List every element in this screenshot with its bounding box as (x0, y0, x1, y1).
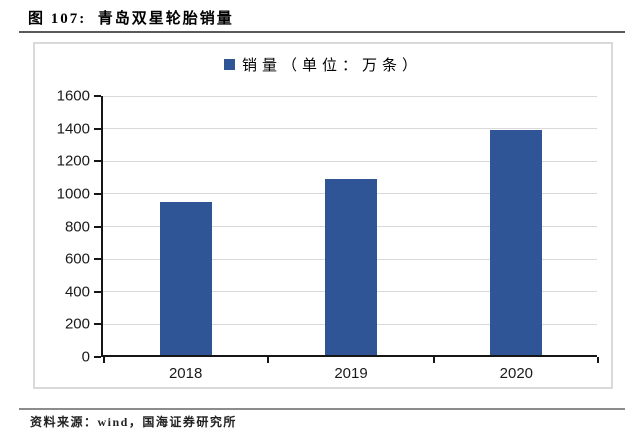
y-axis-tick-400 (94, 290, 101, 293)
y-axis-label-1600: 1600 (56, 87, 90, 105)
y-axis-label-200: 200 (64, 315, 90, 333)
gridline-1400 (103, 128, 597, 130)
y-axis-tick-200 (94, 323, 101, 326)
x-axis-tick-2 (432, 357, 435, 363)
y-axis-label-1400: 1400 (56, 120, 90, 138)
x-axis-tick-3 (597, 357, 599, 363)
y-axis-tick-1600 (94, 95, 101, 97)
y-axis-tick-600 (94, 258, 101, 261)
y-axis-label-1000: 1000 (56, 185, 90, 203)
y-axis-label-600: 600 (64, 250, 90, 268)
y-axis-tick-1400 (94, 127, 101, 130)
x-axis-label-2018: 2018 (168, 365, 203, 382)
y-axis-label-800: 800 (64, 218, 90, 235)
bar-2020 (490, 129, 543, 355)
y-axis-tick-1200 (94, 160, 101, 163)
title-divider (19, 31, 625, 33)
x-axis-tick-1 (267, 357, 270, 363)
legend-square-icon (223, 59, 235, 70)
chart-legend: 销量（单位：万条） (223, 54, 423, 75)
chart-container: 销量（单位：万条） 0 200 400 600 800 1000 1200 1400 1600 2… (33, 42, 613, 389)
x-axis-label-2020: 2020 (499, 365, 534, 382)
gridline-1600 (103, 95, 597, 97)
figure-title: 图 107: 青岛双星轮胎销量 (28, 11, 234, 27)
y-axis-label-1200: 1200 (56, 152, 90, 170)
footer-divider (19, 408, 625, 410)
y-axis-label-0: 0 (81, 348, 90, 366)
legend-label: 销量（单位：万条） (241, 58, 423, 74)
x-axis-label-2019: 2019 (334, 365, 368, 382)
y-axis-tick-1000 (94, 192, 101, 195)
x-axis-tick-0 (103, 357, 105, 363)
bar-2018 (159, 201, 212, 355)
gridline-1200 (103, 160, 597, 162)
y-axis-tick-800 (94, 225, 101, 228)
data-source: 资料来源：wind，国海证券研究所 (30, 415, 237, 429)
y-axis-tick-0 (94, 356, 101, 358)
plot-area: 0 200 400 600 800 1000 1200 1400 1600 2018 2019 202… (57, 88, 599, 382)
y-axis-label-400: 400 (64, 283, 90, 301)
bar-2019 (325, 178, 377, 355)
